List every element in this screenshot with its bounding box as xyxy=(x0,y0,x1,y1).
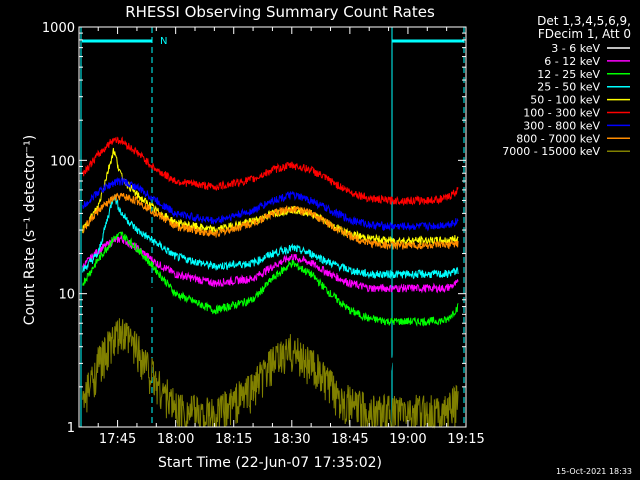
legend-label: 25 - 50 keV xyxy=(537,81,600,94)
series-line xyxy=(82,194,459,280)
y-axis-label: Count Rate (s⁻¹ detector⁻¹) xyxy=(22,135,38,325)
y-tick-label: 1 xyxy=(67,421,75,436)
series-layer xyxy=(82,136,459,429)
legend-label: 7000 - 15000 keV xyxy=(502,145,600,158)
x-tick-label: 17:45 xyxy=(99,432,136,447)
axis-ticks: 17:45 18:00 18:15 18:30 18:45 19:00 19:15 1 10 10… xyxy=(42,21,485,447)
x-tick-label: 18:30 xyxy=(273,432,310,447)
legend-label: 800 - 7000 keV xyxy=(516,132,600,145)
legend-label: 50 - 100 keV xyxy=(530,94,600,107)
footer-date: 15-Oct-2021 18:33 xyxy=(556,467,632,476)
legend-label: 100 - 300 keV xyxy=(523,107,600,120)
y-tick-label: 1000 xyxy=(42,21,75,36)
series-line xyxy=(82,136,459,207)
x-tick-label: 18:15 xyxy=(215,432,252,447)
x-axis-label: Start Time (22-Jun-07 17:35:02) xyxy=(158,455,382,471)
series-line xyxy=(82,231,459,327)
series-line xyxy=(82,192,459,250)
legend-header-1: Det 1,3,4,5,6,9, xyxy=(537,14,631,28)
legend-label: 3 - 6 keV xyxy=(551,42,600,55)
series-line xyxy=(82,318,459,429)
n-marker: N xyxy=(160,36,167,47)
legend-label: 12 - 25 keV xyxy=(537,68,600,81)
series-line xyxy=(82,176,459,232)
chart-title: RHESSI Observing Summary Count Rates xyxy=(125,3,435,21)
legend: Det 1,3,4,5,6,9, FDecim 1, Att 0 3 - 6 k… xyxy=(502,14,631,158)
x-tick-label: 19:00 xyxy=(389,432,426,447)
legend-label: 300 - 800 keV xyxy=(523,119,600,132)
legend-label: 6 - 12 keV xyxy=(544,55,600,68)
x-tick-label: 18:00 xyxy=(157,432,194,447)
series-line xyxy=(82,258,459,371)
series-line xyxy=(82,234,459,294)
x-tick-label: 18:45 xyxy=(331,432,368,447)
legend-header-2: FDecim 1, Att 0 xyxy=(538,27,631,41)
series-line xyxy=(82,147,459,247)
x-tick-label: 19:15 xyxy=(447,432,484,447)
y-tick-label: 100 xyxy=(50,154,75,169)
y-tick-label: 10 xyxy=(58,288,75,303)
